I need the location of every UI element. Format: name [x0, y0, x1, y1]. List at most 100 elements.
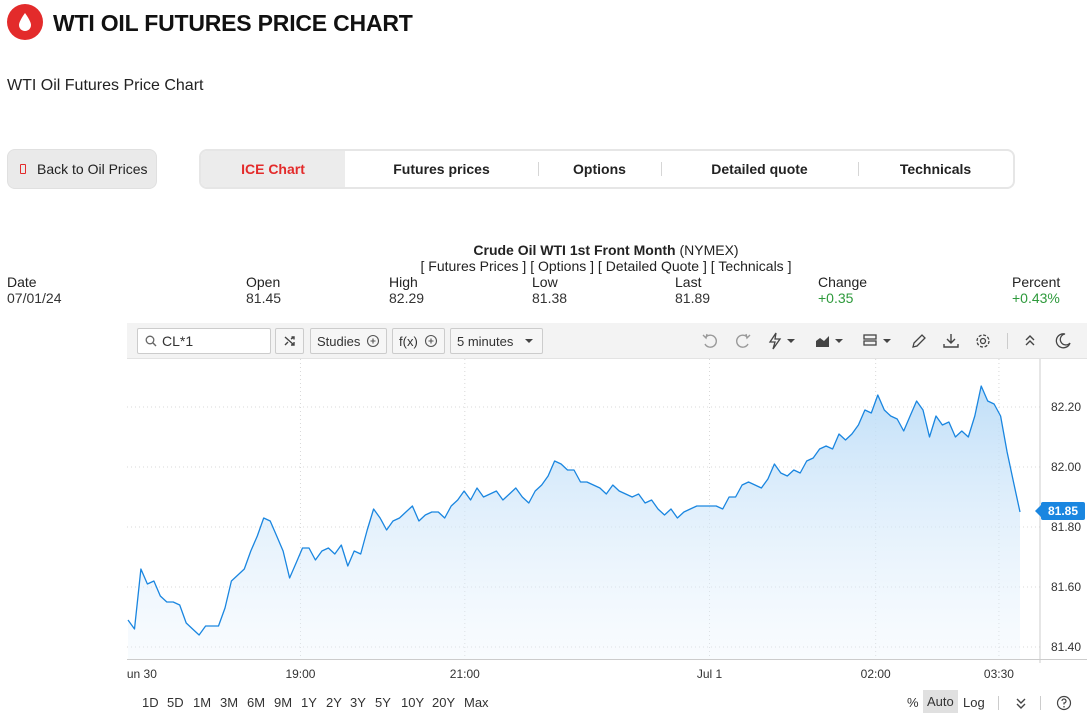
quote-label: Date [7, 274, 37, 290]
chart-type-icon[interactable] [814, 331, 846, 351]
price-area-fill [128, 386, 1020, 659]
scale-percent-button[interactable]: % [907, 695, 919, 710]
quote-label: Open [246, 274, 281, 290]
tab-label: Technicals [899, 161, 972, 177]
x-tick-label: 02:00 [861, 667, 891, 681]
range-20y[interactable]: 20Y [432, 695, 456, 710]
scale-log-button[interactable]: Log [963, 695, 985, 710]
x-tick-label: 21:00 [450, 667, 480, 681]
tab-label: Detailed quote [711, 161, 808, 177]
back-icon [20, 164, 26, 174]
plus-circle-icon [367, 334, 380, 348]
chart-widget: Studies f(x) 5 minutes 82.2082.0081.8081… [127, 323, 1087, 717]
range-5d[interactable]: 5D [167, 695, 184, 710]
link-technicals[interactable]: Technicals [718, 258, 784, 274]
layout-icon[interactable] [862, 331, 894, 351]
tab-separator [858, 162, 859, 176]
quote-links: [ Futures Prices ] [ Options ] [ Detaile… [420, 258, 792, 274]
x-tick-label: 03:30 [984, 667, 1014, 681]
range-5y[interactable]: 5Y [375, 695, 391, 710]
quote-date: Date 07/01/24 [7, 274, 62, 306]
quote-value: 81.38 [532, 290, 568, 306]
shuffle-icon [284, 336, 295, 346]
range-6m[interactable]: 6M [247, 695, 266, 710]
chart-tabs: ICE Chart Futures prices Options Detaile… [199, 149, 1015, 189]
tab-ice-chart[interactable]: ICE Chart [201, 151, 345, 187]
symbol-input[interactable] [162, 332, 266, 350]
quote-label: Change [818, 274, 868, 290]
redo-icon[interactable] [733, 331, 753, 351]
y-tick-label: 81.80 [1051, 520, 1081, 534]
gear-icon[interactable] [973, 331, 993, 351]
oil-drop-icon [19, 13, 31, 31]
range-3m[interactable]: 3M [220, 695, 239, 710]
lightning-icon[interactable] [766, 331, 798, 351]
tab-technicals[interactable]: Technicals [858, 151, 1013, 187]
interval-label: 5 minutes [457, 333, 514, 349]
tab-label: ICE Chart [241, 161, 305, 177]
quote-value: 81.89 [675, 290, 711, 306]
undo-icon[interactable] [700, 331, 720, 351]
x-tick-label: 19:00 [285, 667, 315, 681]
quote-last: Last 81.89 [675, 274, 710, 306]
range-2y[interactable]: 2Y [326, 695, 342, 710]
range-10y[interactable]: 10Y [401, 695, 425, 710]
quote-label: Low [532, 274, 558, 290]
fx-label: f(x) [399, 333, 418, 349]
oil-drop-logo [7, 4, 43, 40]
quote-high: High 82.29 [389, 274, 424, 306]
interval-select[interactable]: 5 minutes [450, 328, 543, 354]
page-subtitle: WTI Oil Futures Price Chart [7, 77, 204, 94]
studies-button[interactable]: Studies [310, 328, 388, 354]
link-options[interactable]: Options [538, 258, 587, 274]
tab-options[interactable]: Options [538, 151, 661, 187]
tab-label: Options [573, 161, 626, 177]
download-icon[interactable] [941, 331, 961, 351]
tab-separator [661, 162, 662, 176]
help-icon[interactable] [1056, 695, 1072, 711]
quote-value: +0.35 [818, 290, 854, 306]
range-divider [998, 696, 999, 710]
range-9m[interactable]: 9M [274, 695, 293, 710]
plus-circle-icon [424, 334, 437, 348]
quote-value: 81.45 [246, 290, 282, 306]
scale-auto-button[interactable]: Auto [923, 690, 958, 713]
y-tick-label: 81.60 [1051, 580, 1081, 594]
compare-shuffle-button[interactable] [275, 328, 304, 354]
expand-down-icon[interactable] [1014, 696, 1028, 710]
fx-button[interactable]: f(x) [392, 328, 445, 354]
quote-percent: Percent +0.43% [1012, 274, 1060, 306]
quote-open: Open 81.45 [246, 274, 281, 306]
quote-label: High [389, 274, 418, 290]
quote-label: Last [675, 274, 702, 290]
y-tick-label: 82.00 [1051, 460, 1081, 474]
tab-futures-prices[interactable]: Futures prices [345, 151, 538, 187]
symbol-search[interactable] [137, 328, 271, 354]
price-chart[interactable]: 82.20 82.00 81.80 81.60 81.40 Jun 30 19:00 21:0… [127, 359, 1087, 687]
link-detailed-quote[interactable]: Detailed Quote [605, 258, 700, 274]
back-button-label: Back to Oil Prices [37, 161, 148, 177]
range-1m[interactable]: 1M [193, 695, 212, 710]
link-futures-prices[interactable]: Futures Prices [428, 258, 519, 274]
pencil-icon[interactable] [909, 331, 929, 351]
range-divider [1040, 696, 1041, 710]
range-1d[interactable]: 1D [142, 695, 159, 710]
range-3y[interactable]: 3Y [350, 695, 366, 710]
x-tick-label: Jul 1 [697, 667, 723, 681]
back-to-oil-prices-button[interactable]: Back to Oil Prices [7, 149, 157, 189]
page-title: WTI OIL FUTURES PRICE CHART [53, 10, 413, 36]
x-tick-label: Jun 30 [127, 667, 157, 681]
range-max[interactable]: Max [464, 695, 489, 710]
dark-mode-icon[interactable] [1053, 331, 1073, 351]
toolbar-divider [1007, 333, 1008, 349]
tab-detailed-quote[interactable]: Detailed quote [661, 151, 858, 187]
tab-separator [538, 162, 539, 176]
search-icon [145, 335, 157, 347]
collapse-icon[interactable] [1020, 331, 1040, 351]
quote-label: Percent [1012, 274, 1061, 290]
range-1y[interactable]: 1Y [301, 695, 317, 710]
quote-title: Crude Oil WTI 1st Front Month (NYMEX) [0, 242, 1092, 258]
range-bar: 1D 5D 1M 3M 6M 9M 1Y 2Y 3Y 5Y 10Y 20Y Ma… [127, 687, 1087, 717]
y-tick-label: 81.40 [1051, 640, 1081, 654]
quote-change: Change +0.35 [818, 274, 867, 306]
